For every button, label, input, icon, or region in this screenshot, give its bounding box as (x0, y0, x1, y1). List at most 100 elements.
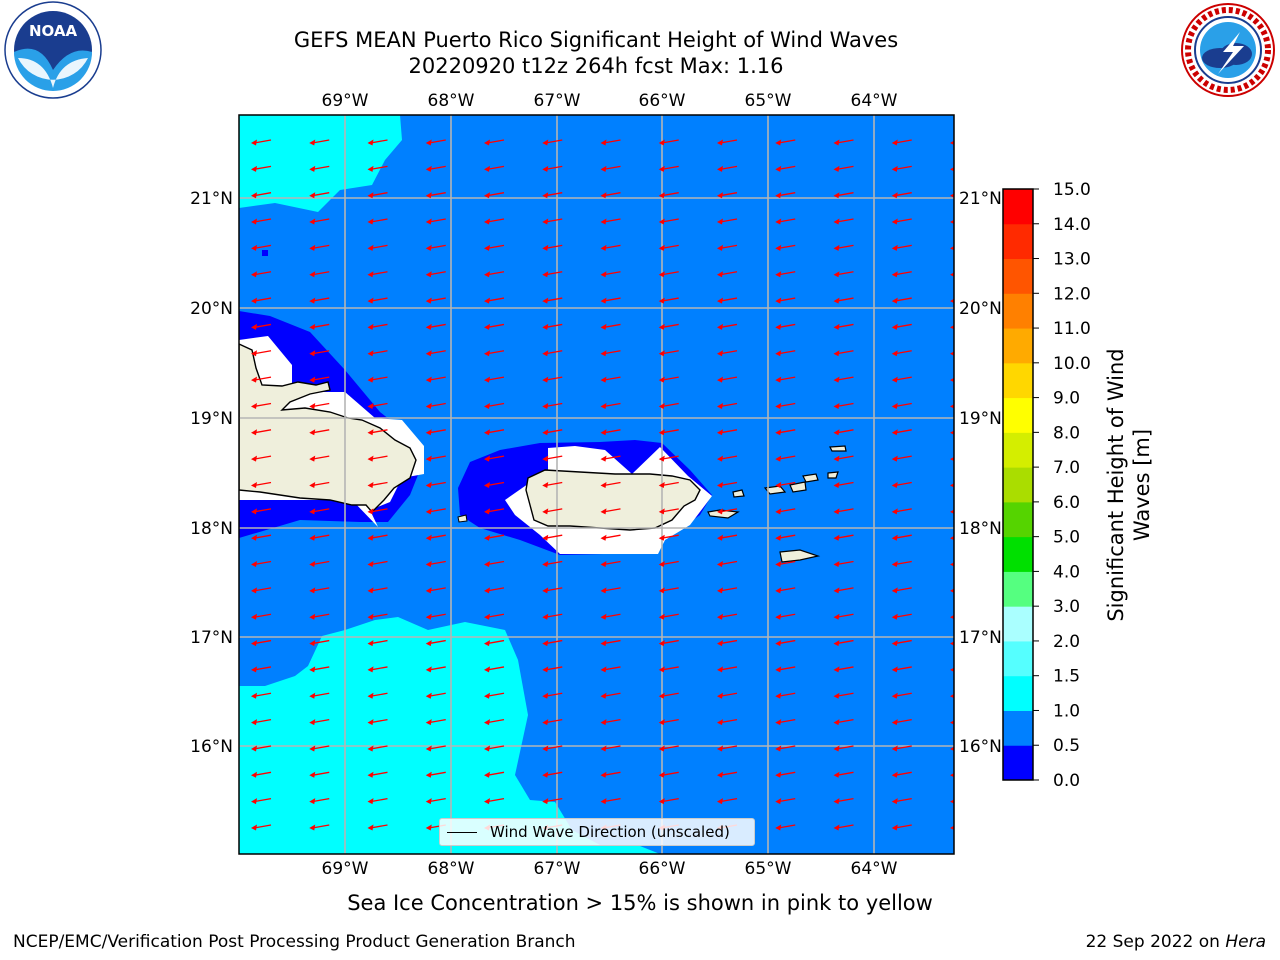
wave-direction-arrowhead (542, 508, 549, 515)
wave-direction-arrow (661, 534, 679, 539)
wave-direction-arrowhead (367, 429, 374, 436)
legend-line-swatch (447, 832, 477, 833)
wave-direction-arrow (312, 297, 330, 302)
wave-direction-arrow (253, 376, 272, 381)
wave-direction-arrow (836, 745, 854, 750)
wave-direction-arrowhead (717, 508, 723, 515)
lon-label: 67°W (534, 91, 581, 111)
wave-direction-arrowhead (833, 218, 840, 225)
wave-direction-arrowhead (600, 402, 607, 409)
wave-direction-arrowhead (251, 613, 257, 620)
wave-direction-arrowhead (542, 165, 549, 172)
lon-label: 64°W (851, 859, 898, 879)
wave-direction-arrowhead (251, 798, 257, 805)
wave-direction-arrow (370, 613, 388, 618)
wave-direction-arrow (370, 402, 388, 408)
wave-direction-arrow (778, 745, 796, 750)
wave-direction-arrow (719, 402, 738, 408)
wave-direction-arrow (428, 455, 446, 460)
wave-direction-arrowhead (367, 218, 374, 225)
wave-direction-arrow (312, 639, 330, 645)
wave-direction-arrow (486, 613, 505, 618)
footer-date: 22 Sep 2022 on Hera (1086, 932, 1266, 952)
wave-direction-arrow (603, 455, 621, 460)
wave-direction-arrowhead (775, 297, 782, 304)
wave-direction-arrowhead (309, 165, 316, 172)
wave-direction-arrow (836, 639, 854, 645)
wave-direction-arrowhead (950, 667, 954, 672)
colorbar-swatch (1003, 745, 1033, 781)
wave-direction-arrowhead (484, 271, 490, 278)
wave-direction-arrow (428, 323, 446, 329)
wave-direction-arrow (894, 508, 912, 513)
wave-direction-arrow (952, 247, 954, 250)
wave-direction-arrow (370, 587, 388, 592)
wave-direction-arrow (253, 587, 272, 592)
wave-direction-arrow (545, 639, 563, 645)
wave-direction-arrowhead (600, 666, 607, 673)
wave-direction-arrow (370, 244, 388, 250)
wave-direction-arrowhead (717, 429, 723, 436)
colorbar-tick-label: 7.0 (1053, 458, 1080, 478)
wave-direction-arrow (719, 350, 738, 355)
colorbar-swatch (1003, 467, 1033, 503)
wave-direction-arrow (370, 350, 388, 355)
wave-direction-arrow (253, 718, 272, 724)
wave-direction-arrowhead (658, 666, 665, 673)
wave-direction-arrow (312, 560, 330, 566)
chart-subtitle: 20220920 t12z 264h fcst Max: 1.16 (408, 54, 784, 78)
wave-direction-arrowhead (367, 798, 374, 805)
wave-direction-arrow (778, 271, 796, 276)
wave-direction-arrowhead (484, 350, 490, 357)
wave-direction-arrowhead (309, 297, 316, 304)
wave-direction-arrowhead (775, 719, 782, 726)
wave-direction-arrow (661, 429, 679, 434)
colorbar-tick-label: 11.0 (1053, 319, 1091, 339)
wave-direction-arrowhead (309, 613, 316, 620)
wave-direction-arrow (952, 616, 954, 618)
wave-direction-arrow (428, 402, 446, 408)
colorbar-swatch (1003, 571, 1033, 607)
wave-direction-arrowhead (658, 745, 665, 752)
wave-direction-arrow (778, 350, 796, 355)
wave-direction-arrowhead (484, 297, 490, 304)
wave-direction-arrowhead (542, 455, 549, 462)
wave-direction-arrow (719, 560, 738, 566)
wave-direction-arrow (312, 745, 330, 750)
wave-direction-arrowhead (600, 508, 607, 515)
wave-direction-arrow (836, 297, 854, 302)
wave-direction-arrow (603, 323, 621, 329)
wave-direction-arrow (719, 218, 738, 223)
wave-direction-arrowhead (600, 323, 607, 330)
wave-direction-arrow (486, 798, 505, 803)
wave-direction-arrow (836, 560, 854, 566)
wave-direction-arrowhead (891, 666, 898, 673)
wave-direction-arrowhead (484, 139, 490, 146)
wave-direction-arrow (719, 534, 738, 539)
wave-direction-arrowhead (425, 561, 432, 568)
wave-direction-arrow (370, 560, 388, 566)
wave-direction-arrow (428, 297, 446, 302)
wave-direction-arrow (370, 692, 388, 697)
colorbar-swatch (1003, 223, 1033, 260)
wave-direction-arrowhead (484, 218, 490, 225)
wave-direction-arrowhead (833, 350, 840, 357)
wave-direction-arrowhead (367, 561, 374, 568)
wave-direction-arrowhead (309, 376, 316, 383)
wave-direction-arrow (428, 508, 446, 513)
wave-direction-arrow (719, 771, 738, 776)
colorbar-title: Significant Height of Wind Waves [m] (1104, 348, 1154, 622)
wave-direction-arrow (545, 323, 563, 329)
wave-direction-arrowhead (309, 666, 316, 673)
wave-direction-arrowhead (542, 482, 549, 488)
wave-direction-arrowhead (950, 720, 954, 725)
wave-direction-arrow (778, 692, 796, 697)
wave-direction-arrow (253, 534, 272, 539)
wave-direction-arrowhead (950, 140, 954, 145)
land-hispaniola (239, 343, 417, 514)
colorbar-swatch (1003, 258, 1033, 294)
wave-direction-arrow (486, 639, 505, 645)
wave-direction-arrow (894, 139, 912, 144)
wave-direction-arrow (253, 745, 272, 750)
wave-direction-arrow (952, 221, 954, 223)
